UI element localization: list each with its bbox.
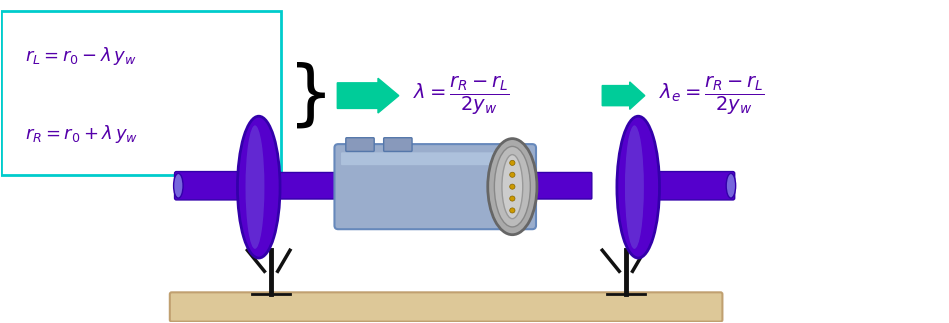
FancyArrow shape bbox=[337, 78, 399, 113]
Ellipse shape bbox=[174, 173, 183, 198]
FancyBboxPatch shape bbox=[334, 144, 536, 229]
FancyArrow shape bbox=[603, 82, 644, 109]
Text: $r_L=r_0- \lambda\, y_w$: $r_L=r_0- \lambda\, y_w$ bbox=[25, 45, 137, 67]
FancyBboxPatch shape bbox=[279, 172, 339, 199]
Ellipse shape bbox=[625, 125, 643, 249]
Text: $\}$: $\}$ bbox=[288, 61, 326, 130]
Circle shape bbox=[510, 184, 515, 189]
Ellipse shape bbox=[726, 173, 735, 198]
FancyBboxPatch shape bbox=[1, 11, 281, 175]
Text: $\lambda = \dfrac{r_R - r_L}{2y_w}$: $\lambda = \dfrac{r_R - r_L}{2y_w}$ bbox=[413, 74, 510, 117]
Ellipse shape bbox=[488, 139, 537, 235]
Circle shape bbox=[510, 196, 515, 201]
Ellipse shape bbox=[246, 125, 265, 249]
FancyBboxPatch shape bbox=[175, 172, 256, 200]
Circle shape bbox=[510, 160, 515, 165]
Circle shape bbox=[510, 208, 515, 213]
Circle shape bbox=[510, 172, 515, 177]
Ellipse shape bbox=[237, 116, 280, 258]
Ellipse shape bbox=[502, 155, 523, 219]
FancyBboxPatch shape bbox=[170, 292, 722, 322]
FancyBboxPatch shape bbox=[657, 172, 735, 200]
FancyBboxPatch shape bbox=[531, 172, 592, 199]
Ellipse shape bbox=[617, 116, 660, 258]
FancyBboxPatch shape bbox=[383, 138, 412, 151]
Text: $r_R=r_0+ \lambda\, y_w$: $r_R=r_0+ \lambda\, y_w$ bbox=[25, 123, 139, 145]
Ellipse shape bbox=[494, 146, 530, 227]
FancyBboxPatch shape bbox=[345, 138, 374, 151]
FancyBboxPatch shape bbox=[341, 152, 530, 165]
Text: $\lambda_e = \dfrac{r_R - r_L}{2y_w}$: $\lambda_e = \dfrac{r_R - r_L}{2y_w}$ bbox=[659, 74, 765, 117]
